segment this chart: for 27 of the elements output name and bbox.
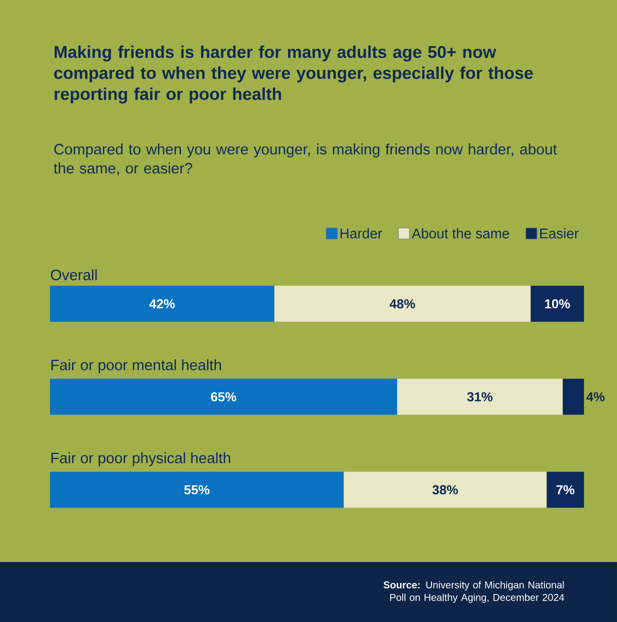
data-label: 38%	[432, 485, 458, 494]
data-label: 48%	[390, 299, 416, 308]
data-label: 10%	[545, 299, 570, 308]
bar	[50, 378, 398, 415]
data-label: 65%	[211, 392, 236, 402]
text: Source: University of Michigan National Poll on Healthy Aging, December 2024	[384, 581, 564, 603]
legend-label: Harder	[340, 228, 382, 238]
bar	[546, 472, 584, 508]
chart-title: Making friends is harder for many adults age 50+ now compared to when they were younger, especially for those reporting fair or poor health	[54, 46, 533, 104]
bar	[562, 378, 584, 415]
y-tick-label: Fair or poor physical health	[51, 452, 230, 466]
bar	[344, 472, 547, 508]
legend-label: About the same	[412, 228, 510, 238]
y-tick-label: Fair or poor mental health	[51, 359, 221, 374]
data-label: 4%	[586, 392, 605, 402]
chart-subtitle: Compared to when you were younger, is making friends now harder, about the same, or easier?	[54, 144, 557, 176]
y-tick-label: Overall	[50, 269, 97, 280]
data-label: 31%	[467, 392, 493, 402]
bar	[50, 286, 274, 322]
data-label: 55%	[184, 485, 210, 494]
data-label: 7%	[556, 485, 574, 494]
bar	[50, 472, 344, 508]
legend-label: Easier	[540, 228, 579, 238]
bar	[274, 286, 531, 322]
data-label: 42%	[149, 299, 175, 308]
bar	[397, 378, 563, 415]
bar	[530, 286, 584, 322]
